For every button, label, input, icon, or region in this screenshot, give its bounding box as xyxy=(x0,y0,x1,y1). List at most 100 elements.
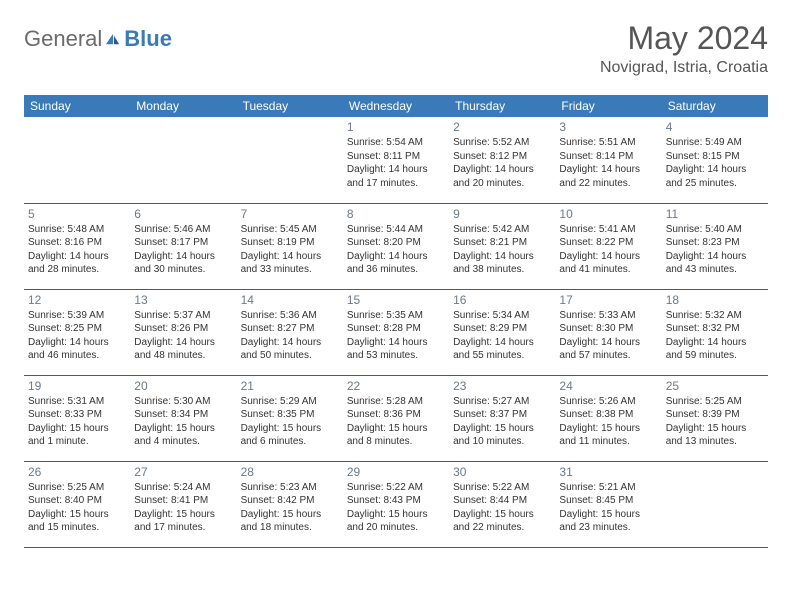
calendar-body: 1 Sunrise: 5:54 AMSunset: 8:11 PMDaylight… xyxy=(24,117,768,547)
day-number: 27 xyxy=(134,465,232,479)
day-info: Sunrise: 5:30 AMSunset: 8:34 PMDaylight:… xyxy=(134,395,232,449)
day-info: Sunrise: 5:46 AMSunset: 8:17 PMDaylight:… xyxy=(134,223,232,277)
calendar-day-cell: 1 Sunrise: 5:54 AMSunset: 8:11 PMDaylight… xyxy=(343,117,449,203)
calendar-week-row: 1 Sunrise: 5:54 AMSunset: 8:11 PMDaylight… xyxy=(24,117,768,203)
day-number: 7 xyxy=(241,207,339,221)
calendar-day-cell: 6 Sunrise: 5:46 AMSunset: 8:17 PMDaylight… xyxy=(130,203,236,289)
title-block: May 2024 Novigrad, Istria, Croatia xyxy=(600,20,768,77)
day-info: Sunrise: 5:33 AMSunset: 8:30 PMDaylight:… xyxy=(559,309,657,363)
calendar-day-cell: 16Sunrise: 5:34 AMSunset: 8:29 PMDayligh… xyxy=(449,289,555,375)
day-info: Sunrise: 5:28 AMSunset: 8:36 PMDaylight:… xyxy=(347,395,445,449)
calendar-day-cell: 4Sunrise: 5:49 AMSunset: 8:15 PMDaylight… xyxy=(662,117,768,203)
day-header: Friday xyxy=(555,95,661,117)
calendar-day-cell: 3 Sunrise: 5:51 AMSunset: 8:14 PMDaylight… xyxy=(555,117,661,203)
day-info: Sunrise: 5:42 AMSunset: 8:21 PMDaylight:… xyxy=(453,223,551,277)
day-info: Sunrise: 5:36 AMSunset: 8:27 PMDaylight:… xyxy=(241,309,339,363)
day-info: Sunrise: 5:54 AMSunset: 8:11 PMDaylight:… xyxy=(347,136,445,190)
day-number: 30 xyxy=(453,465,551,479)
day-info: Sunrise: 5:48 AMSunset: 8:16 PMDaylight:… xyxy=(28,223,126,277)
day-number: 12 xyxy=(28,293,126,307)
day-number: 23 xyxy=(453,379,551,393)
calendar-week-row: 19 Sunrise: 5:31 AMSunset: 8:33 PMDayligh… xyxy=(24,375,768,461)
day-number: 4 xyxy=(666,120,764,134)
day-info: Sunrise: 5:25 AMSunset: 8:39 PMDaylight:… xyxy=(666,395,764,449)
calendar-day-cell: 25 Sunrise: 5:25 AMSunset: 8:39 PMDayligh… xyxy=(662,375,768,461)
brand-logo: General Blue xyxy=(24,20,172,52)
day-header: Wednesday xyxy=(343,95,449,117)
calendar-day-cell: 22 Sunrise: 5:28 AMSunset: 8:36 PMDayligh… xyxy=(343,375,449,461)
calendar-day-cell xyxy=(130,117,236,203)
day-info: Sunrise: 5:37 AMSunset: 8:26 PMDaylight:… xyxy=(134,309,232,363)
day-number: 10 xyxy=(559,207,657,221)
day-number: 25 xyxy=(666,379,764,393)
calendar-day-cell xyxy=(237,117,343,203)
calendar-week-row: 26 Sunrise: 5:25 AMSunset: 8:40 PMDayligh… xyxy=(24,461,768,547)
day-info: Sunrise: 5:45 AMSunset: 8:19 PMDaylight:… xyxy=(241,223,339,277)
day-info: Sunrise: 5:25 AMSunset: 8:40 PMDaylight:… xyxy=(28,481,126,535)
day-number: 29 xyxy=(347,465,445,479)
day-number: 19 xyxy=(28,379,126,393)
day-info: Sunrise: 5:34 AMSunset: 8:29 PMDaylight:… xyxy=(453,309,551,363)
calendar-week-row: 12 Sunrise: 5:39 AMSunset: 8:25 PMDayligh… xyxy=(24,289,768,375)
day-info: Sunrise: 5:21 AMSunset: 8:45 PMDaylight:… xyxy=(559,481,657,535)
day-info: Sunrise: 5:44 AMSunset: 8:20 PMDaylight:… xyxy=(347,223,445,277)
day-header: Sunday xyxy=(24,95,130,117)
calendar-day-cell: 10 Sunrise: 5:41 AMSunset: 8:22 PMDayligh… xyxy=(555,203,661,289)
calendar-day-cell: 9 Sunrise: 5:42 AMSunset: 8:21 PMDaylight… xyxy=(449,203,555,289)
calendar-day-cell: 26 Sunrise: 5:25 AMSunset: 8:40 PMDayligh… xyxy=(24,461,130,547)
day-number: 8 xyxy=(347,207,445,221)
day-header: Saturday xyxy=(662,95,768,117)
day-number: 1 xyxy=(347,120,445,134)
day-number: 9 xyxy=(453,207,551,221)
location-text: Novigrad, Istria, Croatia xyxy=(600,59,768,77)
day-number: 26 xyxy=(28,465,126,479)
calendar-day-cell: 29Sunrise: 5:22 AMSunset: 8:43 PMDayligh… xyxy=(343,461,449,547)
calendar-day-cell xyxy=(662,461,768,547)
day-number: 31 xyxy=(559,465,657,479)
calendar-day-cell: 13 Sunrise: 5:37 AMSunset: 8:26 PMDayligh… xyxy=(130,289,236,375)
day-number: 11 xyxy=(666,207,764,221)
day-info: Sunrise: 5:52 AMSunset: 8:12 PMDaylight:… xyxy=(453,136,551,190)
calendar-day-cell: 15Sunrise: 5:35 AMSunset: 8:28 PMDayligh… xyxy=(343,289,449,375)
calendar-day-cell xyxy=(24,117,130,203)
calendar-day-cell: 18Sunrise: 5:32 AMSunset: 8:32 PMDayligh… xyxy=(662,289,768,375)
day-number: 2 xyxy=(453,120,551,134)
calendar-table: SundayMondayTuesdayWednesdayThursdayFrid… xyxy=(24,95,768,548)
day-info: Sunrise: 5:29 AMSunset: 8:35 PMDaylight:… xyxy=(241,395,339,449)
calendar-day-cell: 8 Sunrise: 5:44 AMSunset: 8:20 PMDaylight… xyxy=(343,203,449,289)
day-info: Sunrise: 5:40 AMSunset: 8:23 PMDaylight:… xyxy=(666,223,764,277)
calendar-day-cell: 7 Sunrise: 5:45 AMSunset: 8:19 PMDaylight… xyxy=(237,203,343,289)
calendar-day-cell: 20Sunrise: 5:30 AMSunset: 8:34 PMDayligh… xyxy=(130,375,236,461)
day-number: 22 xyxy=(347,379,445,393)
day-header: Tuesday xyxy=(237,95,343,117)
day-number: 21 xyxy=(241,379,339,393)
day-info: Sunrise: 5:31 AMSunset: 8:33 PMDaylight:… xyxy=(28,395,126,449)
day-info: Sunrise: 5:39 AMSunset: 8:25 PMDaylight:… xyxy=(28,309,126,363)
calendar-day-cell: 14Sunrise: 5:36 AMSunset: 8:27 PMDayligh… xyxy=(237,289,343,375)
brand-sail-icon xyxy=(104,32,122,46)
calendar-day-cell: 31 Sunrise: 5:21 AMSunset: 8:45 PMDayligh… xyxy=(555,461,661,547)
day-info: Sunrise: 5:41 AMSunset: 8:22 PMDaylight:… xyxy=(559,223,657,277)
day-info: Sunrise: 5:35 AMSunset: 8:28 PMDaylight:… xyxy=(347,309,445,363)
calendar-day-cell: 17 Sunrise: 5:33 AMSunset: 8:30 PMDayligh… xyxy=(555,289,661,375)
calendar-day-cell: 21 Sunrise: 5:29 AMSunset: 8:35 PMDayligh… xyxy=(237,375,343,461)
day-number: 3 xyxy=(559,120,657,134)
day-number: 17 xyxy=(559,293,657,307)
day-info: Sunrise: 5:26 AMSunset: 8:38 PMDaylight:… xyxy=(559,395,657,449)
calendar-day-cell: 19 Sunrise: 5:31 AMSunset: 8:33 PMDayligh… xyxy=(24,375,130,461)
calendar-day-cell: 24Sunrise: 5:26 AMSunset: 8:38 PMDayligh… xyxy=(555,375,661,461)
calendar-day-cell: 2 Sunrise: 5:52 AMSunset: 8:12 PMDaylight… xyxy=(449,117,555,203)
day-number: 5 xyxy=(28,207,126,221)
day-header: Monday xyxy=(130,95,236,117)
calendar-day-cell: 12 Sunrise: 5:39 AMSunset: 8:25 PMDayligh… xyxy=(24,289,130,375)
day-number: 13 xyxy=(134,293,232,307)
calendar-day-cell: 5 Sunrise: 5:48 AMSunset: 8:16 PMDaylight… xyxy=(24,203,130,289)
calendar-day-cell: 23 Sunrise: 5:27 AMSunset: 8:37 PMDayligh… xyxy=(449,375,555,461)
day-number: 6 xyxy=(134,207,232,221)
brand-part2: Blue xyxy=(124,26,172,52)
day-info: Sunrise: 5:27 AMSunset: 8:37 PMDaylight:… xyxy=(453,395,551,449)
day-info: Sunrise: 5:23 AMSunset: 8:42 PMDaylight:… xyxy=(241,481,339,535)
day-info: Sunrise: 5:51 AMSunset: 8:14 PMDaylight:… xyxy=(559,136,657,190)
day-number: 18 xyxy=(666,293,764,307)
calendar-day-cell: 27Sunrise: 5:24 AMSunset: 8:41 PMDayligh… xyxy=(130,461,236,547)
